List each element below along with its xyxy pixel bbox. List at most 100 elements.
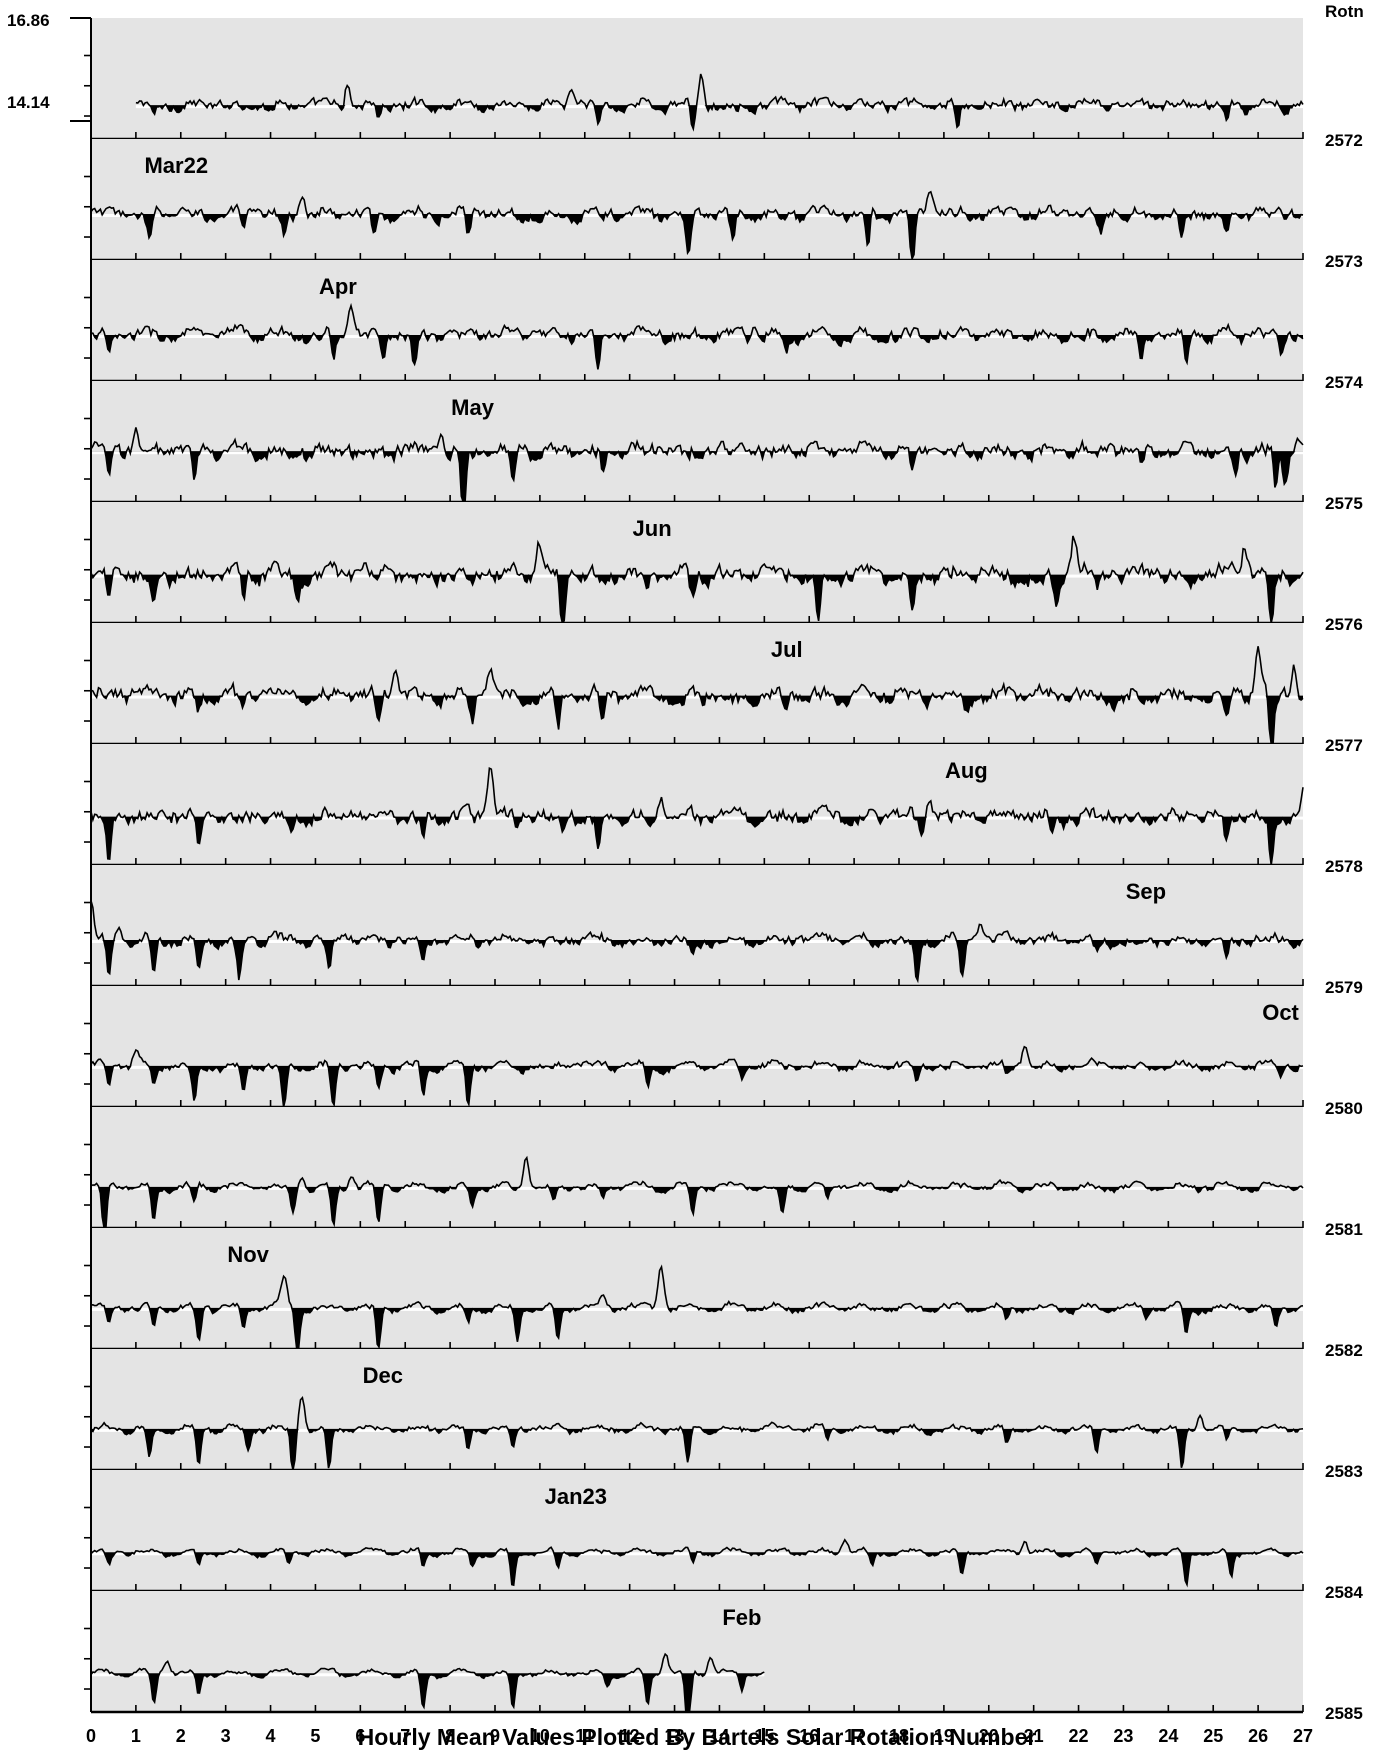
series-line bbox=[90, 302, 1304, 370]
scale-top-label: 16.86 bbox=[7, 11, 50, 30]
rotation-label: 2581 bbox=[1325, 1220, 1363, 1239]
x-tick-label: 8 bbox=[445, 1726, 455, 1746]
rotation-label: 2584 bbox=[1325, 1583, 1363, 1602]
series-line bbox=[135, 73, 1304, 132]
x-tick-label: 12 bbox=[620, 1726, 640, 1746]
series-line bbox=[90, 190, 1304, 262]
panel-background bbox=[91, 986, 1303, 1107]
x-tick-label: 0 bbox=[86, 1726, 96, 1746]
x-tick-label: 14 bbox=[709, 1726, 729, 1746]
x-tick-label: 24 bbox=[1158, 1726, 1178, 1746]
panel-background bbox=[91, 18, 1303, 139]
panel-background bbox=[91, 623, 1303, 744]
panel-background bbox=[91, 260, 1303, 381]
month-label: Oct bbox=[1262, 1000, 1299, 1025]
month-label: Jun bbox=[633, 516, 672, 541]
x-tick-label: 1 bbox=[131, 1726, 141, 1746]
rotation-label: 2580 bbox=[1325, 1099, 1363, 1118]
series-line bbox=[90, 1538, 1304, 1588]
panel-background bbox=[91, 381, 1303, 502]
month-label: Dec bbox=[363, 1363, 403, 1388]
x-tick-label: 10 bbox=[530, 1726, 550, 1746]
scale-bottom-label: 14.14 bbox=[7, 93, 50, 112]
x-tick-label: 4 bbox=[266, 1726, 276, 1746]
series-line bbox=[90, 646, 1304, 745]
rotation-label: 2574 bbox=[1325, 373, 1363, 392]
x-tick-label: 22 bbox=[1069, 1726, 1089, 1746]
baseline-band bbox=[91, 1428, 1303, 1432]
series-line bbox=[90, 1652, 765, 1713]
rotation-panel: 2576 Jun bbox=[84, 502, 1363, 634]
panel-background bbox=[91, 1107, 1303, 1228]
series-line bbox=[90, 1155, 1304, 1230]
x-tick-label: 15 bbox=[754, 1726, 774, 1746]
rotation-panel: 2574 Apr bbox=[84, 260, 1363, 392]
x-tick-label: 9 bbox=[490, 1726, 500, 1746]
panel-background bbox=[91, 1470, 1303, 1591]
rotation-panel: 2583 Dec bbox=[84, 1349, 1363, 1481]
series-line bbox=[90, 427, 1304, 503]
rotation-label: 2582 bbox=[1325, 1341, 1363, 1360]
month-label: May bbox=[451, 395, 495, 420]
rotation-label: 2575 bbox=[1325, 494, 1363, 513]
rotation-label: 2578 bbox=[1325, 857, 1363, 876]
x-tick-label: 13 bbox=[665, 1726, 685, 1746]
rotation-panel: 2572 bbox=[84, 18, 1363, 150]
baseline-band bbox=[91, 816, 1303, 820]
series-line bbox=[90, 535, 1304, 625]
rotation-panel: 2585 Feb bbox=[84, 1591, 1363, 1723]
rotation-label: 2576 bbox=[1325, 615, 1363, 634]
x-tick-label: 16 bbox=[799, 1726, 819, 1746]
x-tick-label: 23 bbox=[1113, 1726, 1133, 1746]
rotation-label: 2577 bbox=[1325, 736, 1363, 755]
rotation-label: 2579 bbox=[1325, 978, 1363, 997]
rotation-panel: 2581 bbox=[84, 1107, 1363, 1239]
baseline-band bbox=[91, 1307, 1303, 1311]
rotation-panels: 2572 2573 Mar22 2574 Apr 2575 May 2576 Jun 2577 Ju… bbox=[84, 18, 1363, 1723]
rotation-panel: 2579 Sep bbox=[84, 865, 1363, 997]
series-line bbox=[90, 1045, 1304, 1108]
x-tick-label: 25 bbox=[1203, 1726, 1223, 1746]
panel-background bbox=[91, 502, 1303, 623]
rotation-panel: 2578 Aug bbox=[84, 744, 1363, 876]
x-tick-label: 3 bbox=[221, 1726, 231, 1746]
panel-background bbox=[91, 865, 1303, 986]
below-baseline-fill bbox=[91, 695, 1303, 744]
month-label: Apr bbox=[319, 274, 357, 299]
x-tick-label: 11 bbox=[575, 1726, 594, 1746]
below-baseline-fill bbox=[91, 335, 1303, 370]
x-tick-label: 26 bbox=[1248, 1726, 1268, 1746]
x-tick-label: 21 bbox=[1024, 1726, 1044, 1746]
x-axis: 0 1 2 3 4 5 6 7 8 9 10 11 12 13 14 15 16 17 18 19 20 21 22 23 24… bbox=[70, 17, 1313, 1746]
x-tick-label: 6 bbox=[355, 1726, 365, 1746]
panel-background bbox=[91, 744, 1303, 865]
panel-background bbox=[91, 1591, 1303, 1712]
rotation-panel: 2573 Mar22 bbox=[84, 139, 1363, 271]
x-tick-label: 7 bbox=[400, 1726, 410, 1746]
x-tick-label: 5 bbox=[310, 1726, 320, 1746]
x-axis-title: Hourly Mean Values Plotted By Bartels So… bbox=[358, 1724, 1037, 1750]
panel-background bbox=[91, 1349, 1303, 1470]
rotation-label: 2585 bbox=[1325, 1704, 1363, 1723]
month-label: Feb bbox=[722, 1605, 761, 1630]
x-tick-label: 17 bbox=[844, 1726, 864, 1746]
right-axis-title: Rotn bbox=[1325, 2, 1364, 21]
below-baseline-fill bbox=[135, 105, 1303, 129]
month-label: Sep bbox=[1126, 879, 1166, 904]
rotation-panel: 2584 Jan23 bbox=[84, 1470, 1363, 1602]
x-tick-label: 18 bbox=[889, 1726, 909, 1746]
month-label: Aug bbox=[945, 758, 988, 783]
rotation-panel: 2575 May bbox=[84, 381, 1363, 513]
x-tick-label: 19 bbox=[934, 1726, 954, 1746]
baseline-band bbox=[91, 214, 1303, 218]
rotation-label: 2583 bbox=[1325, 1462, 1363, 1481]
rotation-panel: 2577 Jul bbox=[84, 623, 1363, 755]
series-line bbox=[90, 766, 1304, 866]
x-tick-label: 2 bbox=[176, 1726, 186, 1746]
baseline-band bbox=[91, 695, 1303, 699]
rotation-panel: 2580 Oct bbox=[84, 986, 1363, 1118]
x-tick-label: 20 bbox=[979, 1726, 999, 1746]
month-label: Mar22 bbox=[144, 153, 208, 178]
series-line bbox=[90, 900, 1304, 984]
